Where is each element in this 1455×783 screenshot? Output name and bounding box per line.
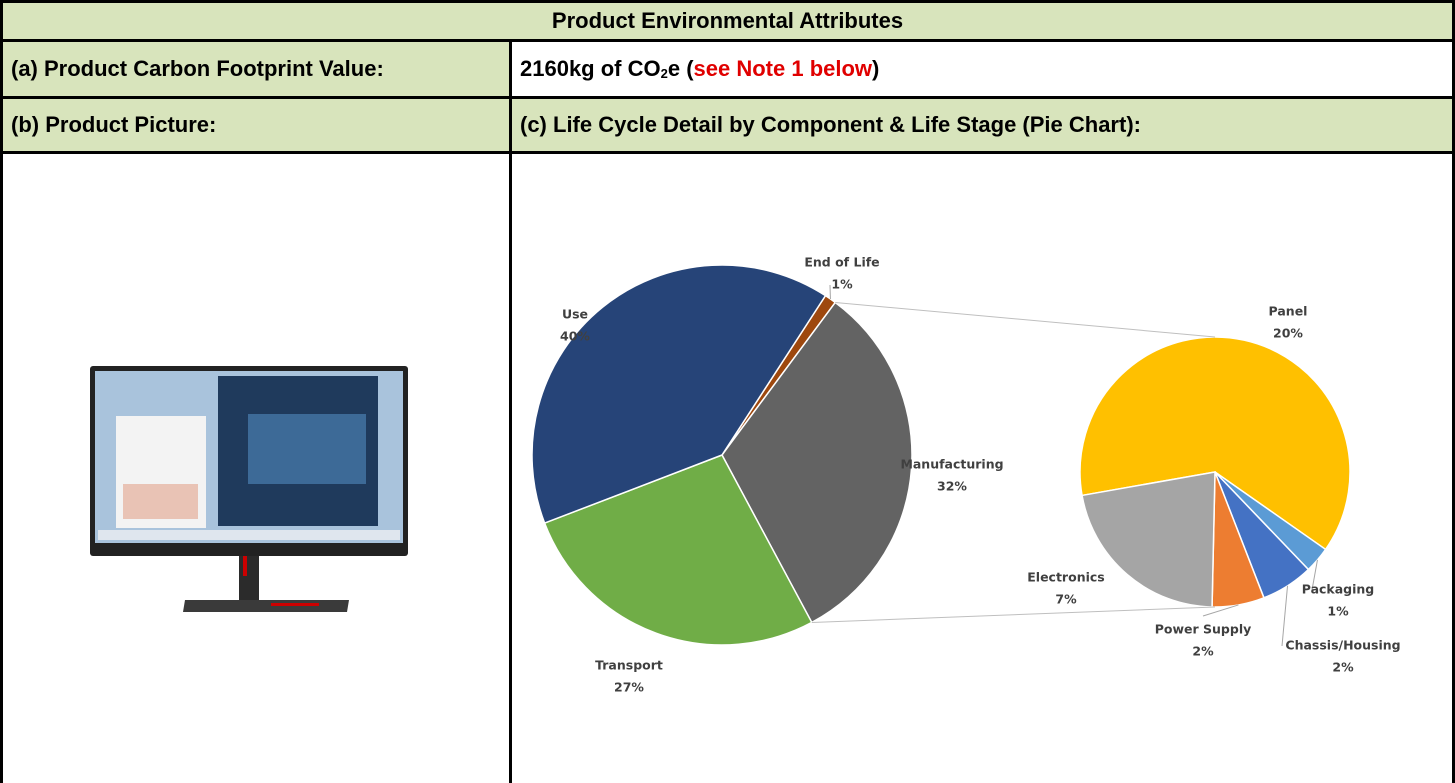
slice-value-label: 32%: [937, 479, 967, 494]
table-title: Product Environmental Attributes: [3, 3, 1452, 39]
page: Product Environmental Attributes (a) Pro…: [0, 0, 1455, 783]
slice-value-label: 20%: [1273, 326, 1303, 341]
row-b-label: (b) Product Picture:: [3, 99, 509, 151]
monitor-neck: [239, 556, 259, 600]
slice-label: Packaging: [1302, 582, 1375, 597]
row-a-label: (a) Product Carbon Footprint Value:: [3, 42, 509, 96]
slice-label: Use: [562, 307, 588, 322]
pie-of-pie-chart: End of Life 1% Manufacturing 32% Transport 27…: [512, 154, 1452, 783]
text-part: e (: [668, 56, 694, 81]
window-image: [123, 484, 198, 519]
slice-value-label: 27%: [614, 680, 644, 695]
pie-slice: [1082, 472, 1215, 607]
picture-cell: [3, 154, 509, 783]
slice-label: Chassis/Housing: [1285, 638, 1400, 653]
slice-value-label: 2%: [1192, 644, 1214, 659]
note-link: see Note 1 below: [694, 56, 873, 81]
value-text: 2160kg of CO2e (see Note 1 below): [520, 56, 879, 82]
taskbar: [98, 530, 400, 540]
label-text: (c) Life Cycle Detail by Component & Lif…: [520, 112, 1141, 138]
slice-value-label: 1%: [831, 277, 853, 292]
text-part: ): [872, 56, 879, 81]
slice-label: End of Life: [804, 255, 879, 270]
row-b-label: (c) Life Cycle Detail by Component & Lif…: [512, 99, 1452, 151]
slice-value-label: 40%: [560, 329, 590, 344]
slice-label: Panel: [1269, 304, 1308, 319]
slice-value-label: 7%: [1055, 592, 1077, 607]
base-accent: [271, 603, 319, 606]
slice-value-label: 2%: [1332, 660, 1354, 675]
connector-line: [835, 302, 1215, 337]
slice-label: Transport: [595, 658, 663, 673]
slice-value-label: 1%: [1327, 604, 1349, 619]
monitor-base: [183, 600, 349, 612]
dashboard-chart: [248, 414, 366, 484]
connector-line: [812, 607, 1215, 622]
slice-label: Manufacturing: [900, 457, 1003, 472]
text-part: 2160kg of CO: [520, 56, 661, 81]
row-a-value: 2160kg of CO2e (see Note 1 below): [512, 42, 1452, 96]
neck-accent: [243, 556, 247, 576]
title-text: Product Environmental Attributes: [552, 8, 903, 34]
label-text: (a) Product Carbon Footprint Value:: [11, 58, 384, 80]
subscript: 2: [661, 66, 668, 81]
slice-label: Power Supply: [1155, 622, 1252, 637]
chart-cell: End of Life 1% Manufacturing 32% Transport 27…: [512, 154, 1452, 783]
slice-label: Electronics: [1027, 570, 1104, 585]
product-picture: [3, 154, 509, 783]
label-text: (b) Product Picture:: [11, 112, 216, 138]
